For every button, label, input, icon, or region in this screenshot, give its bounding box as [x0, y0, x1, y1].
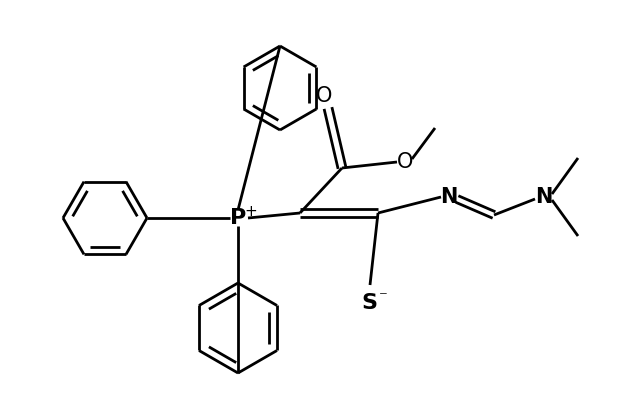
Text: N: N: [440, 187, 458, 207]
Text: O: O: [397, 152, 413, 172]
Text: N: N: [535, 187, 553, 207]
Text: P: P: [230, 208, 246, 228]
Text: S: S: [361, 293, 377, 313]
Text: O: O: [316, 86, 332, 106]
Text: +: +: [244, 203, 257, 219]
Text: ⁻: ⁻: [379, 288, 387, 306]
